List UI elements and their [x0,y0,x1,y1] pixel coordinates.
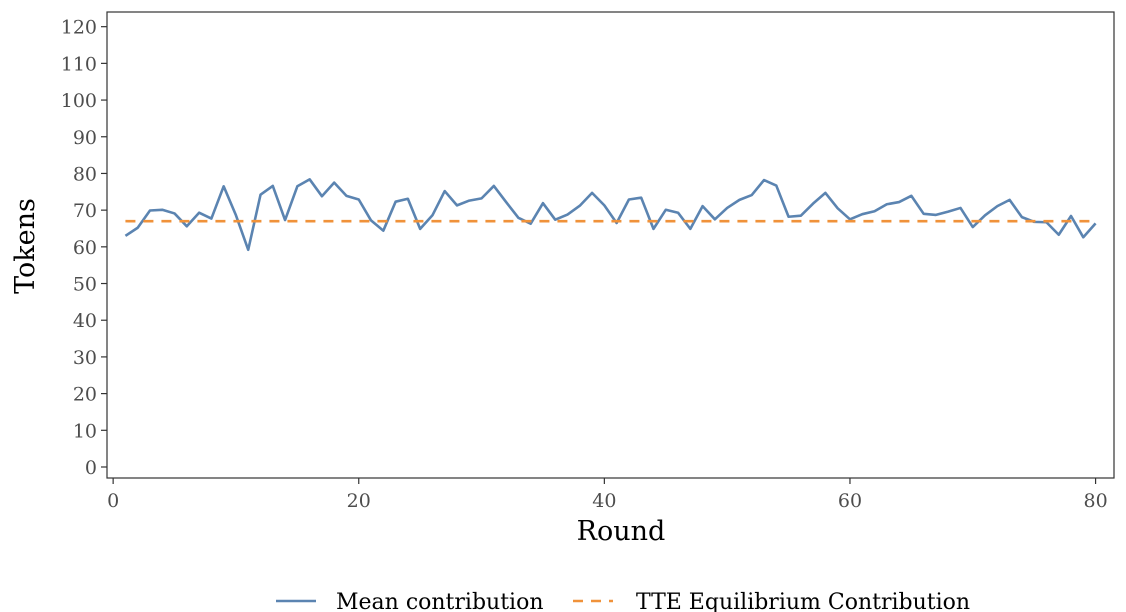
x-axis-title: Round [577,516,666,547]
y-tick-label: 70 [73,200,97,222]
y-tick-label: 110 [61,53,97,75]
y-tick-label: 10 [73,420,97,442]
x-tick-label: 0 [107,490,119,512]
y-tick-label: 40 [73,310,97,332]
y-tick-label: 0 [85,457,97,479]
x-tick-label: 40 [592,490,616,512]
series-line-mean-contribution [124,178,1097,252]
y-tick-label: 50 [73,274,97,296]
y-tick-label: 90 [73,127,97,149]
y-tick-label: 120 [61,17,97,39]
y-tick-label: 100 [61,90,97,112]
x-tick-label: 20 [347,490,371,512]
plot-panel [106,11,1115,479]
x-axis: 0 20 40 60 80 [107,478,1108,512]
y-tick-label: 30 [73,347,97,369]
legend-label-tte-equilibrium: TTE Equilibrium Contribution [636,590,970,612]
y-tick-label: 60 [73,237,97,259]
series-layer [124,178,1097,252]
y-tick-label: 20 [73,384,97,406]
y-axis-title: Tokens [10,198,41,294]
legend-label-mean-contribution: Mean contribution [336,590,544,612]
y-tick-label: 80 [73,163,97,185]
x-tick-label: 80 [1083,490,1107,512]
x-tick-label: 60 [838,490,862,512]
y-axis: 0 10 20 30 40 50 60 70 80 90 100 110 120 [61,17,107,479]
legend: Mean contribution TTE Equilibrium Contri… [276,590,970,612]
